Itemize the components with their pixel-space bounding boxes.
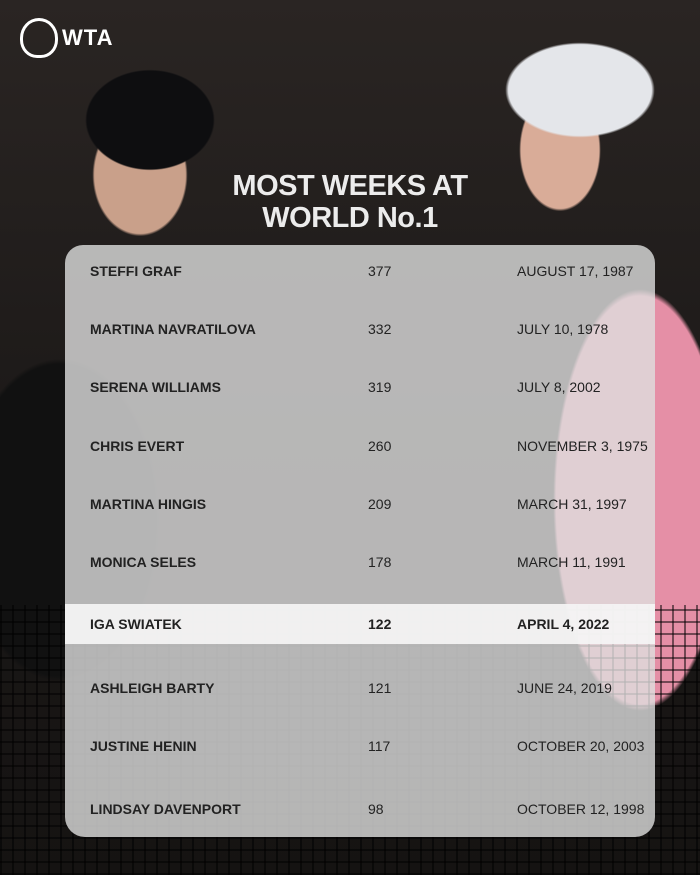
- wta-logo: WTA: [20, 18, 113, 58]
- page-title: MOST WEEKS AT WORLD No.1: [0, 170, 700, 234]
- player-weeks: 332: [368, 321, 392, 337]
- title-line-1: MOST WEEKS AT: [232, 170, 468, 202]
- player-weeks: 209: [368, 496, 392, 512]
- player-weeks: 377: [368, 263, 392, 279]
- player-name: JUSTINE HENIN: [90, 738, 197, 754]
- table-row: MARTINA NAVRATILOVA 332 JULY 10, 1978: [65, 309, 655, 349]
- table-row: SERENA WILLIAMS 319 JULY 8, 2002: [65, 367, 655, 407]
- player-date: APRIL 4, 2022: [517, 616, 610, 632]
- player-date: JULY 10, 1978: [517, 321, 609, 337]
- table-row: CHRIS EVERT 260 NOVEMBER 3, 1975: [65, 426, 655, 466]
- player-weeks: 117: [368, 738, 391, 754]
- player-date: MARCH 31, 1997: [517, 496, 627, 512]
- player-name: LINDSAY DAVENPORT: [90, 801, 241, 817]
- player-date: NOVEMBER 3, 1975: [517, 438, 648, 454]
- player-weeks: 121: [368, 680, 392, 696]
- player-date: OCTOBER 20, 2003: [517, 738, 645, 754]
- player-name: CHRIS EVERT: [90, 438, 185, 454]
- table-row: ASHLEIGH BARTY 121 JUNE 24, 2019: [65, 668, 655, 708]
- player-name: STEFFI GRAF: [90, 263, 182, 279]
- player-date: MARCH 11, 1991: [517, 554, 626, 570]
- table-row: JUSTINE HENIN 117 OCTOBER 20, 2003: [65, 726, 655, 766]
- wta-logo-text: WTA: [62, 25, 114, 50]
- player-name: MONICA SELES: [90, 554, 197, 570]
- player-weeks: 122: [368, 616, 392, 632]
- player-name: IGA SWIATEK: [90, 616, 182, 632]
- table-row: IGA SWIATEK 122 APRIL 4, 2022: [65, 604, 655, 644]
- player-weeks: 260: [368, 438, 392, 454]
- table-row: STEFFI GRAF 377 AUGUST 17, 1987: [65, 251, 655, 291]
- table-row: MARTINA HINGIS 209 MARCH 31, 1997: [65, 484, 655, 524]
- title-line-2: WORLD No.1: [262, 202, 438, 234]
- player-weeks: 178: [368, 554, 392, 570]
- table-row: LINDSAY DAVENPORT 98 OCTOBER 12, 1998: [65, 789, 655, 829]
- wta-logo-icon: [20, 18, 58, 58]
- player-date: AUGUST 17, 1987: [517, 263, 634, 279]
- player-name: ASHLEIGH BARTY: [90, 680, 215, 696]
- player-name: MARTINA HINGIS: [90, 496, 207, 512]
- player-name: MARTINA NAVRATILOVA: [90, 321, 256, 337]
- player-date: OCTOBER 12, 1998: [517, 801, 645, 817]
- player-name: SERENA WILLIAMS: [90, 379, 221, 395]
- player-weeks: 319: [368, 379, 392, 395]
- player-date: JUNE 24, 2019: [517, 680, 612, 696]
- rankings-table: STEFFI GRAF 377 AUGUST 17, 1987 MARTINA NAV…: [65, 245, 655, 837]
- player-weeks: 98: [368, 801, 384, 817]
- player-date: JULY 8, 2002: [517, 379, 601, 395]
- table-row: MONICA SELES 178 MARCH 11, 1991: [65, 542, 655, 582]
